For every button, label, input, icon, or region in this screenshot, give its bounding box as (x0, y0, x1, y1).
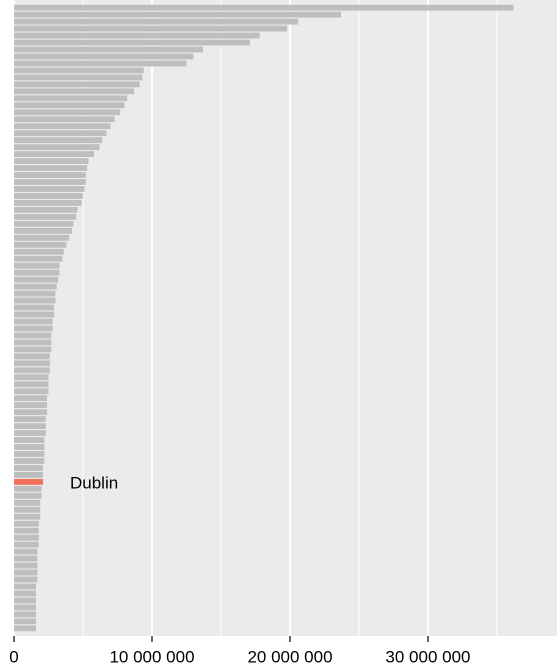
bar (14, 276, 59, 283)
bar (14, 283, 57, 290)
bar (14, 374, 49, 381)
bar (14, 311, 55, 318)
bar (14, 562, 38, 569)
bar (14, 534, 39, 541)
bar (14, 102, 125, 109)
bar (14, 388, 49, 395)
bar (14, 269, 60, 276)
bar (14, 290, 56, 297)
bar (14, 67, 144, 74)
bar (14, 381, 49, 388)
bar (14, 200, 82, 206)
bar (14, 186, 85, 192)
bar (14, 332, 52, 339)
bar (14, 193, 83, 199)
bar (14, 416, 46, 423)
bar (14, 590, 37, 597)
bar (14, 18, 299, 25)
bar (14, 444, 45, 450)
bar (14, 465, 43, 471)
bar (14, 165, 88, 171)
bar (14, 158, 89, 165)
bar (14, 123, 111, 130)
bar (14, 109, 121, 116)
bar (14, 611, 37, 618)
bar (14, 304, 55, 311)
x-tick-label: 20 000 000 (247, 647, 332, 666)
bar (14, 25, 288, 32)
bar (14, 423, 46, 430)
bar (14, 346, 52, 353)
bar (14, 81, 140, 88)
bar (14, 458, 45, 464)
bar (14, 325, 53, 332)
bar (14, 95, 128, 102)
bar (14, 220, 74, 227)
bar (14, 492, 42, 499)
bar (14, 402, 48, 409)
bar (14, 360, 50, 367)
bar (14, 555, 38, 562)
bar (14, 576, 38, 583)
bar (14, 583, 37, 590)
bar (14, 241, 67, 248)
bar (14, 367, 50, 374)
bar (14, 4, 514, 11)
bar (14, 485, 42, 492)
bar (14, 11, 342, 18)
bar (14, 234, 70, 241)
bar (14, 39, 250, 46)
bar (14, 506, 41, 513)
bar (14, 88, 135, 95)
bar-label: Dublin (70, 473, 118, 492)
bar (14, 248, 64, 255)
bar (14, 520, 39, 527)
x-tick-label: 0 (9, 647, 18, 666)
bar (14, 172, 86, 178)
bar (14, 395, 48, 402)
bar (14, 297, 56, 304)
bar (14, 471, 43, 478)
bar (14, 262, 60, 269)
bar (14, 409, 48, 416)
bar (14, 255, 63, 262)
bar (14, 548, 38, 555)
bar (14, 569, 38, 576)
bar (14, 179, 86, 185)
bar (14, 451, 45, 457)
bar (14, 32, 260, 39)
bar (14, 137, 103, 144)
x-tick-label: 30 000 000 (385, 647, 470, 666)
bar (14, 478, 43, 485)
bar (14, 430, 46, 436)
bar (14, 318, 53, 325)
bar (14, 53, 194, 60)
bar (14, 625, 37, 632)
bar (14, 339, 52, 346)
bar (14, 618, 37, 625)
bar (14, 213, 77, 220)
bar (14, 74, 143, 81)
bar (14, 130, 107, 137)
bar (14, 151, 95, 158)
bar (14, 60, 187, 67)
x-tick-label: 10 000 000 (109, 647, 194, 666)
bar (14, 353, 50, 360)
bar (14, 46, 204, 53)
bar (14, 144, 100, 151)
bar (14, 527, 39, 534)
bar (14, 116, 115, 123)
bar (14, 227, 72, 234)
bar (14, 206, 78, 213)
bar (14, 597, 37, 604)
bar (14, 437, 45, 443)
bar (14, 604, 37, 611)
bar (14, 541, 39, 548)
bar (14, 513, 41, 520)
bar (14, 499, 41, 506)
